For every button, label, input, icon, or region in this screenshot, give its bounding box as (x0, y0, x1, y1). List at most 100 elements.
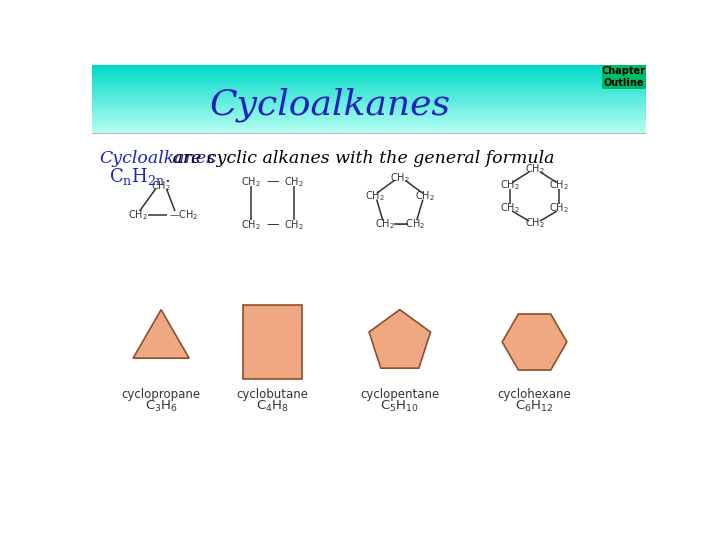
Text: $\mathregular{C_{6}H_{12}}$: $\mathregular{C_{6}H_{12}}$ (516, 399, 554, 414)
Bar (92, 103, 647, 104)
Bar (92, 104, 647, 105)
Text: CH$_2$: CH$_2$ (525, 217, 544, 231)
Bar (92, 97, 647, 98)
Text: CH$_2$: CH$_2$ (525, 163, 544, 177)
Text: CH$_2$: CH$_2$ (284, 175, 305, 189)
Text: $\mathregular{C_{3}H_{6}}$: $\mathregular{C_{3}H_{6}}$ (145, 399, 178, 414)
Bar (92, 114, 647, 116)
Text: cyclopropane: cyclopropane (122, 388, 201, 401)
Bar (92, 117, 647, 118)
Bar (92, 86, 647, 87)
Text: CH$_2$: CH$_2$ (365, 189, 385, 202)
Text: CH$_2$: CH$_2$ (151, 180, 171, 193)
Text: CH$_2$: CH$_2$ (241, 175, 261, 189)
Bar (92, 100, 647, 101)
Text: Cycloalkanes: Cycloalkanes (210, 87, 451, 122)
Text: —: — (266, 219, 279, 232)
Bar (92, 76, 647, 77)
Bar (92, 126, 647, 127)
Bar (92, 107, 647, 109)
Bar (92, 94, 647, 95)
Bar (92, 124, 647, 125)
Bar (92, 81, 647, 82)
Text: cyclobutane: cyclobutane (237, 388, 309, 401)
Bar (92, 90, 647, 91)
Polygon shape (369, 309, 431, 368)
Bar (92, 77, 647, 78)
Text: CH$_2$: CH$_2$ (374, 217, 395, 231)
Text: CH$_2$: CH$_2$ (549, 201, 569, 215)
Bar (92, 102, 647, 103)
Text: CH$_2$: CH$_2$ (128, 208, 148, 222)
Text: $\mathregular{C_{5}H_{10}}$: $\mathregular{C_{5}H_{10}}$ (380, 399, 419, 414)
Bar (92, 130, 647, 131)
Text: —CH$_2$: —CH$_2$ (168, 208, 198, 222)
Bar (92, 131, 647, 132)
Bar (92, 71, 647, 72)
Text: CH$_2$: CH$_2$ (549, 178, 569, 192)
Text: cyclopentane: cyclopentane (360, 388, 439, 401)
Bar (92, 68, 647, 69)
Bar (92, 112, 647, 113)
Bar (92, 95, 647, 96)
Bar (92, 73, 647, 74)
Bar (92, 101, 647, 102)
Bar (92, 129, 647, 130)
Bar (92, 120, 647, 122)
Bar (92, 78, 647, 79)
Bar (92, 85, 647, 86)
Text: CH$_2$: CH$_2$ (390, 171, 410, 185)
Text: —: — (266, 176, 279, 188)
Bar (92, 128, 647, 129)
Bar (92, 74, 647, 75)
Bar (92, 69, 647, 70)
Bar (92, 118, 647, 119)
Polygon shape (133, 309, 189, 358)
Bar (92, 83, 647, 84)
Bar (92, 82, 647, 83)
Text: $\mathregular{C_{4}H_{8}}$: $\mathregular{C_{4}H_{8}}$ (256, 399, 289, 414)
Bar (92, 89, 647, 90)
Bar (92, 106, 647, 107)
Bar (92, 127, 647, 128)
Bar (92, 72, 647, 73)
Bar (92, 119, 647, 120)
Bar (601, 65, 647, 90)
Bar (92, 98, 647, 99)
Bar (92, 99, 647, 100)
Bar (92, 116, 647, 117)
Bar (92, 110, 647, 111)
Text: Chapter
Outline: Chapter Outline (602, 66, 646, 88)
Bar (92, 105, 647, 106)
Bar (92, 87, 647, 88)
Text: CH$_2$: CH$_2$ (284, 218, 305, 232)
Bar (92, 75, 647, 76)
Bar (92, 111, 647, 112)
Bar (92, 66, 647, 68)
Text: CH$_2$: CH$_2$ (500, 178, 520, 192)
Bar (92, 91, 647, 92)
Text: CH$_2$: CH$_2$ (500, 201, 520, 215)
Text: $\mathregular{C_nH_{2n}.}$: $\mathregular{C_nH_{2n}.}$ (109, 166, 170, 187)
Text: —CH$_2$: —CH$_2$ (396, 217, 426, 231)
Bar (92, 79, 647, 80)
Bar (92, 70, 647, 71)
Bar (92, 93, 647, 94)
Bar (92, 80, 647, 81)
Bar (92, 122, 647, 123)
Text: CH$_2$: CH$_2$ (415, 189, 434, 202)
Bar (92, 96, 647, 97)
Bar (92, 133, 647, 481)
Bar (92, 88, 647, 89)
Bar (92, 125, 647, 126)
Text: cyclohexane: cyclohexane (498, 388, 572, 401)
Bar (92, 65, 647, 66)
Bar (92, 123, 647, 124)
Bar (92, 92, 647, 93)
Text: are cyclic alkanes with the general formula: are cyclic alkanes with the general form… (167, 150, 554, 167)
Bar (92, 132, 647, 133)
Polygon shape (503, 314, 567, 370)
Text: Cycloalkanes: Cycloalkanes (99, 150, 215, 167)
Bar (92, 84, 647, 85)
Bar (92, 109, 647, 110)
